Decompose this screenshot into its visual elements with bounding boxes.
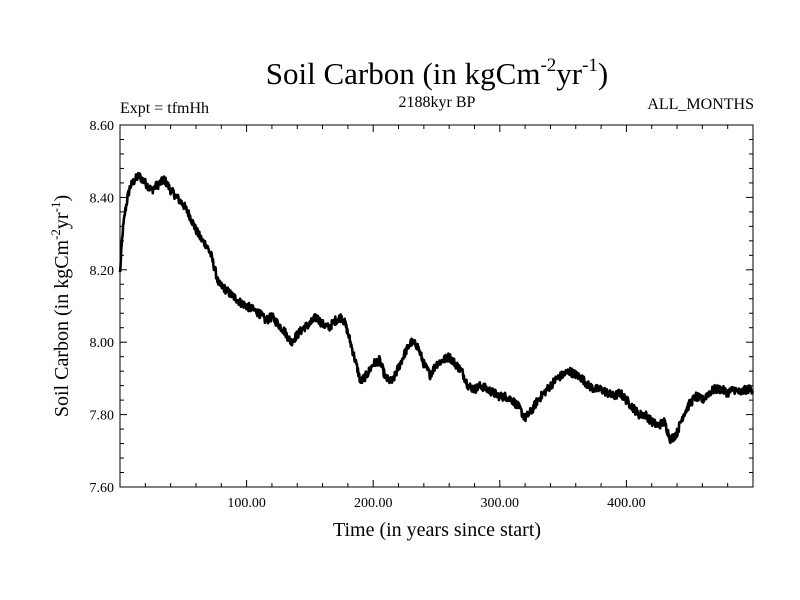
y-tick-label: 8.00 bbox=[90, 336, 115, 351]
chart-title-mid: yr bbox=[556, 56, 583, 91]
y-tick-label: 7.60 bbox=[90, 481, 115, 496]
x-axis-label: Time (in years since start) bbox=[333, 519, 541, 541]
axis-tick-labels: 100.00 200.00 300.00 400.00 7.60 7.80 8.00 8.20… bbox=[90, 119, 646, 511]
y-tick-label: 8.60 bbox=[90, 119, 115, 134]
plot-frame bbox=[119, 124, 754, 488]
x-tick-label: 100.00 bbox=[227, 496, 266, 511]
y-axis-label-mid: yr bbox=[51, 212, 73, 229]
x-tick-label: 200.00 bbox=[354, 496, 393, 511]
subtitle-right: ALL_MONTHS bbox=[647, 96, 754, 113]
y-axis-label-main: Soil Carbon (in kgCm bbox=[51, 239, 73, 417]
chart-title: Soil Carbon (in kgCm-2yr-1) bbox=[266, 55, 609, 91]
chart-title-main: Soil Carbon (in kgCm bbox=[266, 56, 541, 91]
y-tick-label: 8.40 bbox=[90, 191, 115, 206]
subtitle-left: Expt = tfmHh bbox=[120, 100, 209, 117]
x-tick-label: 400.00 bbox=[607, 496, 646, 511]
y-axis-label-sup2: -1 bbox=[48, 202, 63, 213]
y-tick-label: 8.20 bbox=[90, 264, 115, 279]
chart-title-end: ) bbox=[598, 56, 608, 91]
chart-title-sup1: -2 bbox=[540, 55, 556, 76]
subtitle-center: 2188kyr BP bbox=[399, 94, 476, 111]
y-axis-label-end: ) bbox=[51, 195, 73, 202]
y-axis-label: Soil Carbon (in kgCm-2yr-1) bbox=[48, 195, 73, 417]
x-tick-label: 300.00 bbox=[481, 496, 520, 511]
y-axis-label-sup1: -2 bbox=[48, 229, 63, 240]
series-line-soil-carbon bbox=[118, 171, 755, 445]
y-tick-label: 7.80 bbox=[90, 409, 115, 424]
axis-ticks bbox=[120, 124, 753, 488]
chart-title-sup2: -1 bbox=[582, 55, 598, 76]
